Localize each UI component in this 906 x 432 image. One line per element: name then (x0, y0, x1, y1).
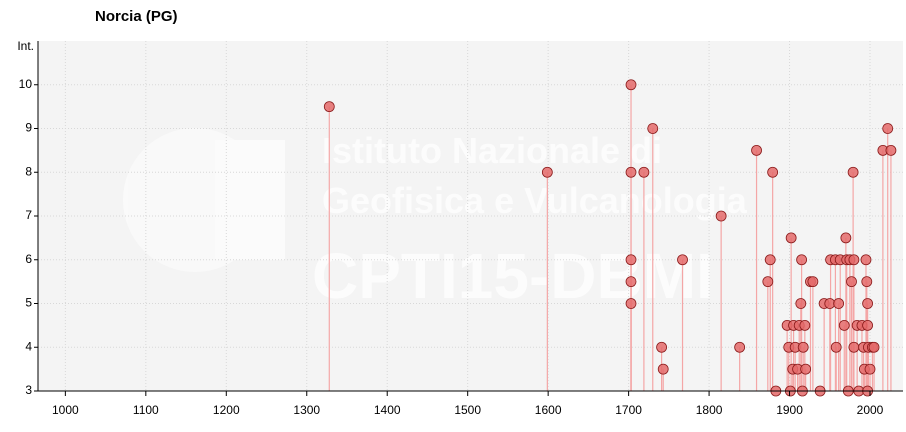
event-marker (840, 232, 852, 244)
event-marker (625, 298, 637, 309)
x-tick-label: 1000 (52, 403, 79, 417)
chart-title: Norcia (PG) (95, 8, 178, 25)
event-marker (882, 123, 894, 134)
event-marker (656, 341, 668, 353)
event-marker (848, 341, 860, 353)
event-marker (830, 341, 842, 353)
event-marker (861, 276, 873, 288)
event-marker (885, 144, 897, 156)
x-tick-label: 2000 (857, 403, 884, 417)
event-marker (751, 144, 762, 156)
event-marker (795, 298, 807, 309)
event-marker (657, 363, 669, 375)
x-tick-label: 1300 (293, 403, 320, 417)
event-marker (864, 363, 876, 375)
event-marker (807, 276, 819, 288)
event-marker (797, 341, 809, 353)
watermark-line: Geofisica e Vulcanologia (322, 180, 748, 221)
x-tick-label: 1700 (615, 403, 642, 417)
event-marker (323, 101, 335, 113)
y-tick-label: 5 (25, 296, 32, 310)
event-marker (638, 166, 650, 178)
event-marker (846, 276, 857, 288)
event-marker (833, 298, 845, 309)
event-marker (625, 166, 637, 178)
x-tick-label: 1200 (213, 403, 240, 417)
y-axis-label: Int. (17, 39, 34, 53)
event-marker (847, 166, 859, 178)
x-tick-label: 1100 (133, 403, 159, 417)
watermark-line: CPTI15-DBMI (312, 240, 714, 312)
event-marker (799, 319, 811, 331)
event-marker (541, 166, 553, 178)
x-tick-label: 1800 (696, 403, 723, 417)
event-marker (647, 123, 659, 134)
event-marker (868, 341, 880, 353)
y-tick-label: 4 (25, 339, 32, 353)
event-marker (838, 319, 850, 331)
y-tick-label: 7 (25, 208, 32, 222)
event-marker (715, 210, 727, 222)
x-tick-label: 1900 (776, 403, 803, 417)
watermark-line: Istituto Nazionale di (322, 130, 662, 171)
event-marker (796, 254, 808, 266)
event-marker (625, 79, 637, 91)
event-marker (734, 341, 746, 353)
watermark-logo (123, 128, 285, 272)
y-tick-label: 6 (25, 252, 32, 266)
event-marker (800, 363, 812, 375)
event-marker (862, 319, 873, 331)
x-tick-label: 1500 (454, 403, 481, 417)
event-marker (625, 276, 637, 288)
event-marker (764, 254, 776, 266)
y-tick-label: 9 (25, 121, 32, 135)
event-marker (862, 298, 873, 309)
x-tick-label: 1400 (374, 403, 401, 417)
event-marker (860, 254, 872, 266)
event-marker (848, 254, 860, 266)
y-tick-label: 3 (25, 383, 32, 397)
event-marker (785, 232, 797, 244)
x-tick-label: 1600 (535, 403, 562, 417)
event-marker (762, 276, 774, 288)
event-marker (677, 254, 688, 266)
y-tick-label: 10 (19, 77, 33, 91)
event-marker (625, 254, 637, 266)
event-marker (767, 166, 779, 178)
y-tick-label: 8 (25, 164, 32, 178)
